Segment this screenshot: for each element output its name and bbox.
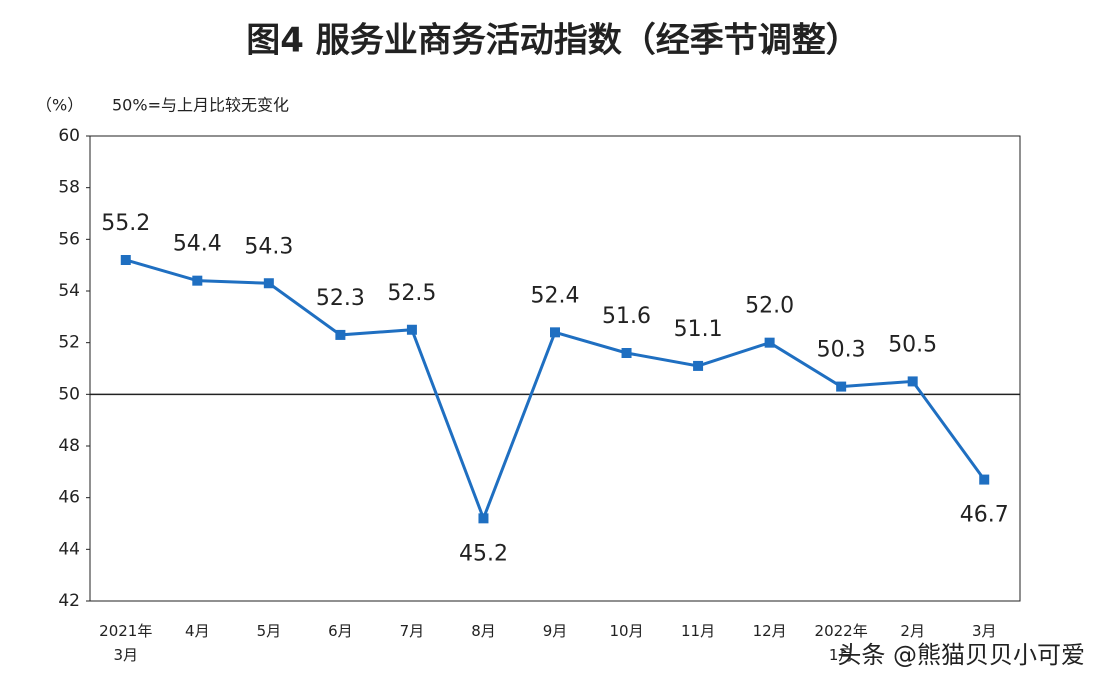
- marker: [335, 329, 346, 340]
- marker: [621, 348, 632, 358]
- marker: [693, 360, 704, 371]
- x-tick-label: 3月: [972, 622, 997, 640]
- data-label: 50.5: [888, 332, 937, 357]
- y-tick-label: 60: [58, 126, 80, 146]
- data-label: 52.3: [316, 286, 365, 311]
- plot-frame: [89, 135, 1021, 602]
- marker: [979, 474, 990, 485]
- marker: [550, 327, 560, 338]
- data-label: 55.2: [101, 211, 150, 236]
- data-label: 54.4: [173, 232, 222, 257]
- data-label: 45.2: [459, 541, 508, 566]
- y-tick-label: 44: [58, 539, 80, 559]
- data-label: 51.1: [674, 317, 723, 342]
- x-tick-label: 2022年 1月: [815, 622, 868, 664]
- data-label: 54.3: [244, 234, 293, 259]
- data-label: 52.0: [745, 294, 794, 319]
- marker: [406, 324, 417, 335]
- y-tick-label: 42: [58, 591, 80, 611]
- data-label: 52.5: [387, 281, 436, 306]
- y-tick-label: 48: [58, 436, 80, 456]
- x-tick-label: 8月: [471, 622, 496, 640]
- x-tick-label: 6月: [328, 622, 353, 640]
- marker: [478, 513, 489, 524]
- x-tick-label: 2月: [900, 622, 925, 640]
- watermark: 头条 @熊猫贝贝小可爱: [837, 641, 1085, 669]
- marker: [764, 337, 775, 348]
- data-label: 51.6: [602, 304, 651, 329]
- x-tick-label: 7月: [400, 622, 425, 640]
- y-tick-label: 54: [58, 281, 80, 301]
- x-tick-label: 11月: [681, 622, 715, 640]
- marker: [836, 381, 847, 392]
- marker: [907, 376, 918, 387]
- data-label: 46.7: [960, 503, 1009, 528]
- chart-title: 图4 服务业商务活动指数（经季节调整）: [246, 21, 860, 61]
- x-tick-label: 9月: [543, 622, 568, 640]
- y-tick-label: 58: [58, 178, 80, 198]
- x-tick-label: 5月: [257, 622, 282, 640]
- x-tick-label: 10月: [609, 622, 643, 640]
- y-unit: （%）: [36, 96, 83, 115]
- data-label: 50.3: [817, 338, 866, 363]
- data-label: 52.4: [531, 283, 580, 308]
- marker: [263, 278, 274, 289]
- x-tick-label: 2021年 3月: [99, 622, 152, 664]
- x-tick-label: 12月: [753, 622, 787, 640]
- y-tick-label: 56: [58, 229, 80, 249]
- y-tick-label: 52: [58, 333, 80, 353]
- x-tick-label: 4月: [185, 622, 210, 640]
- note: 50%=与上月比较无变化: [112, 96, 289, 115]
- y-tick-label: 46: [58, 488, 80, 508]
- marker: [192, 275, 203, 286]
- marker: [120, 255, 131, 265]
- y-tick-label: 50: [58, 384, 80, 404]
